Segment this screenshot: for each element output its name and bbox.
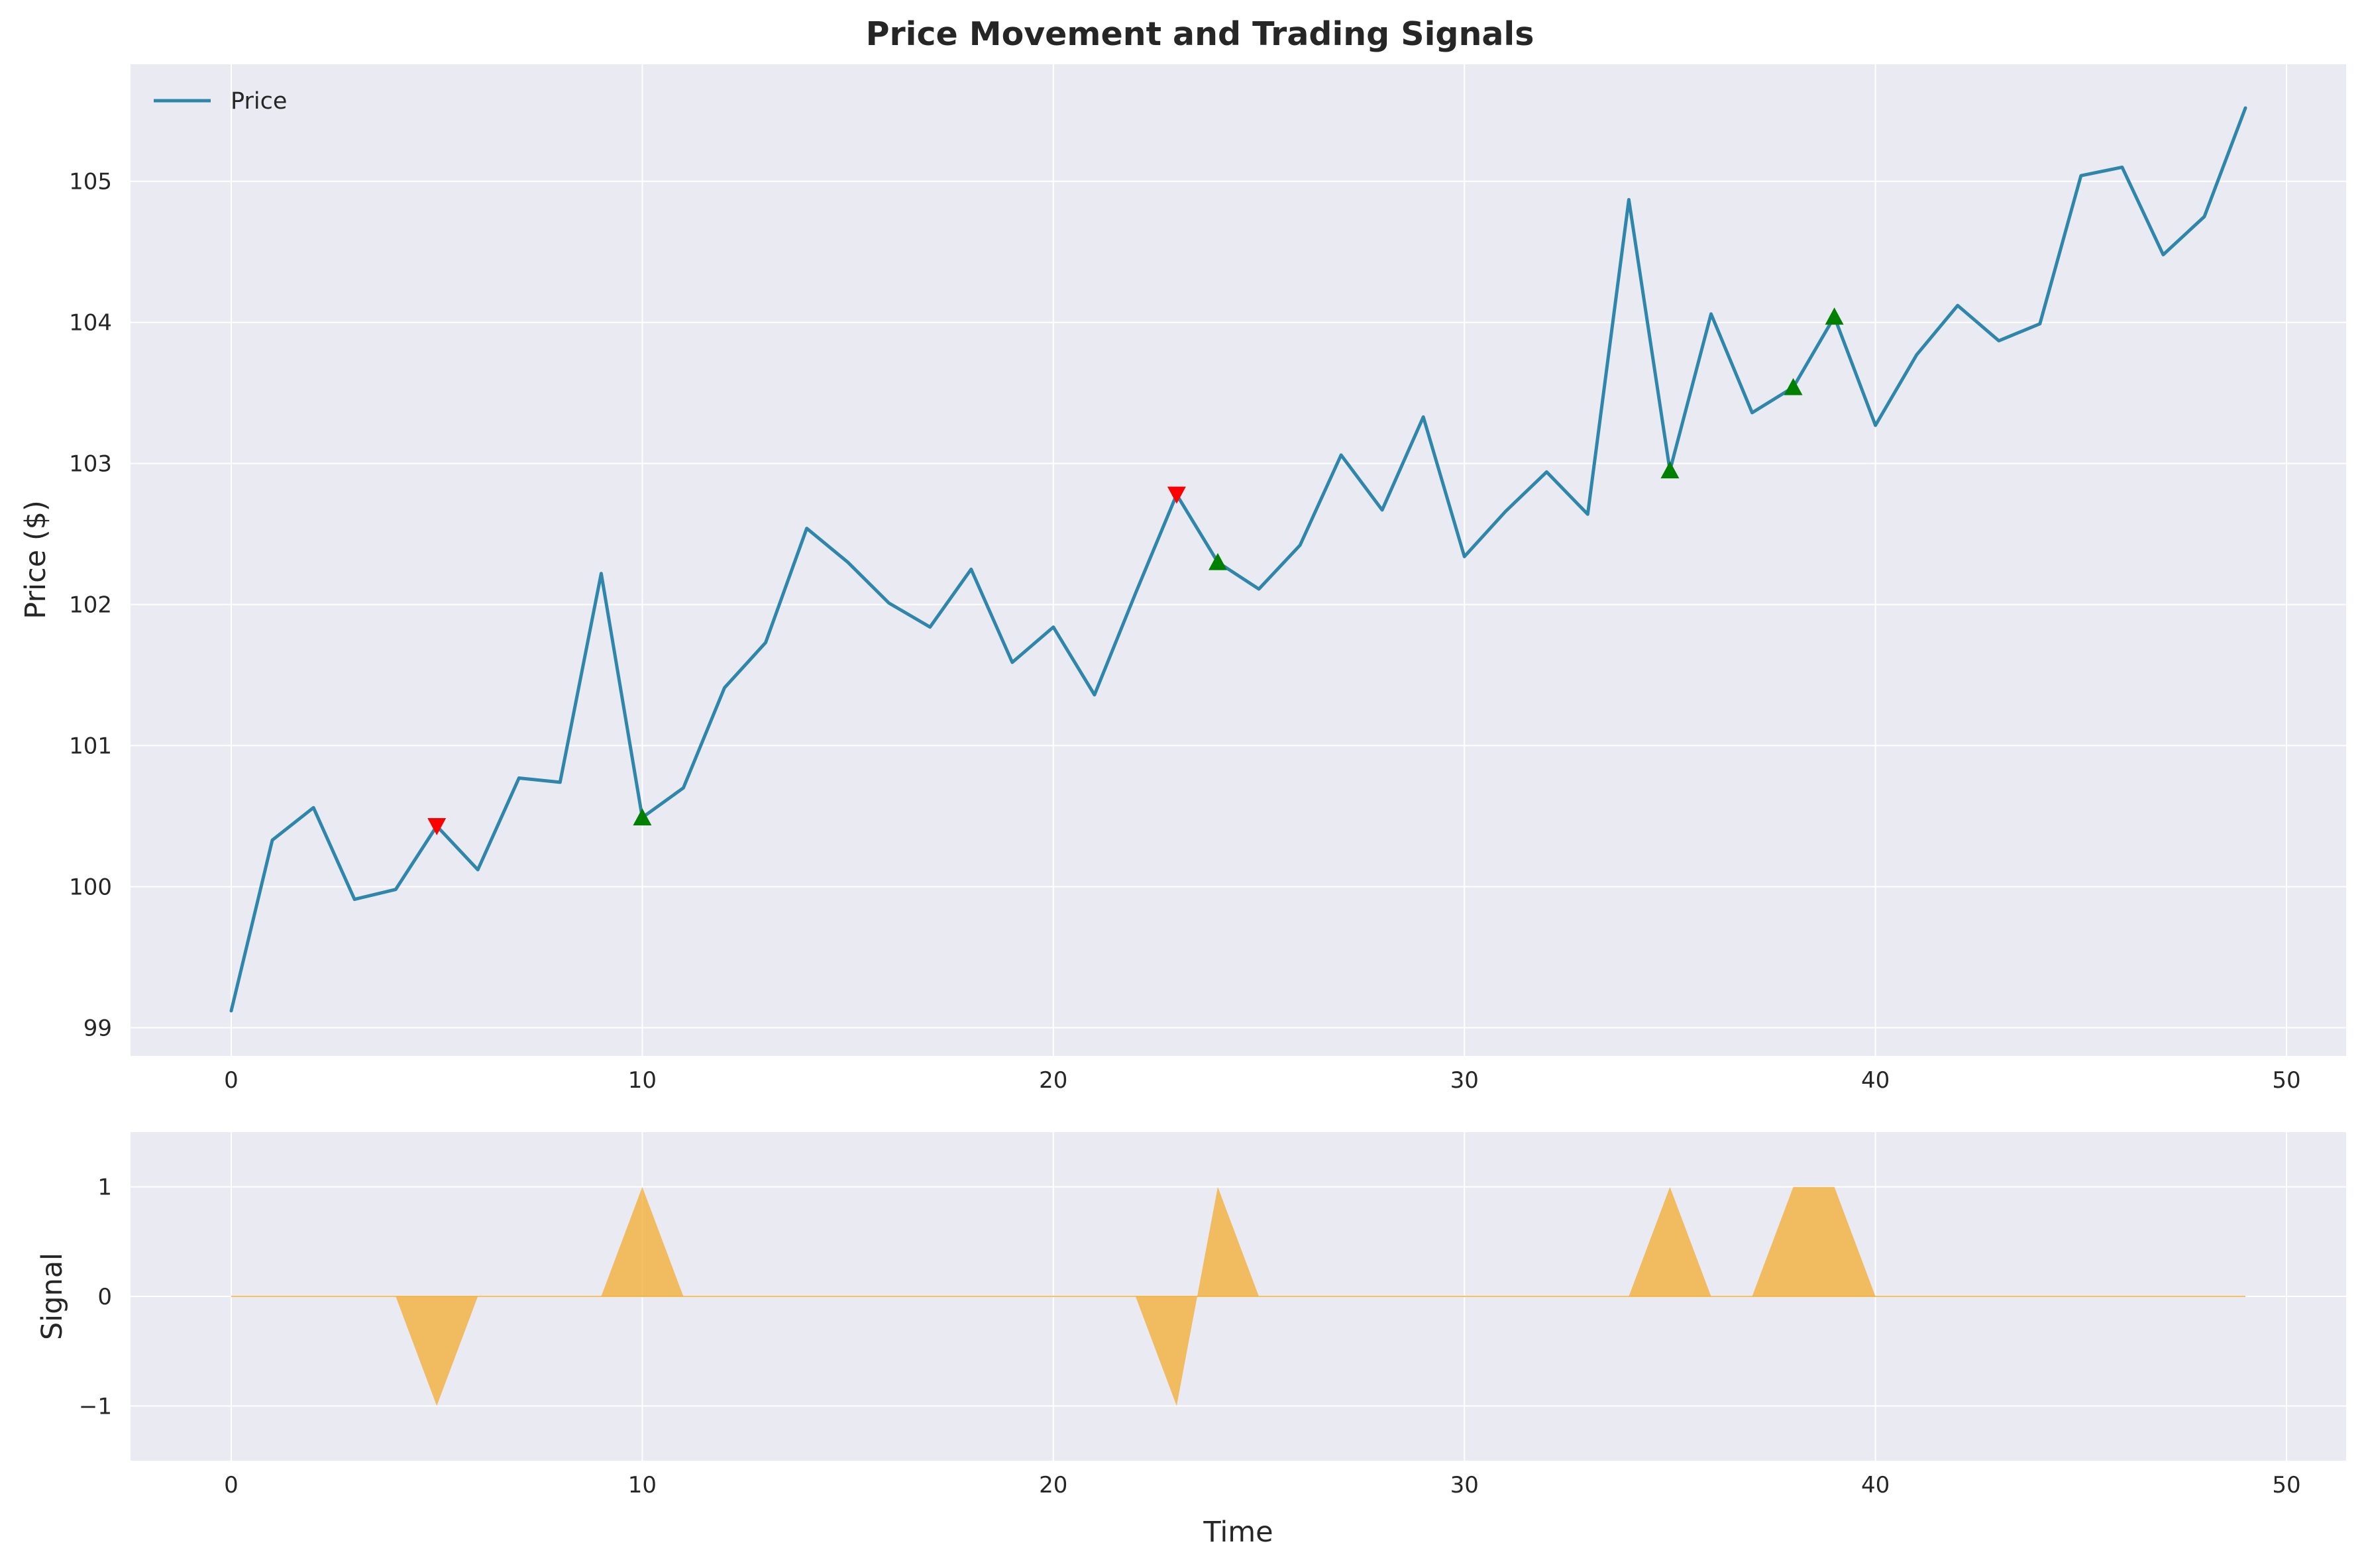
- buy-signal-markers: [633, 307, 1844, 826]
- price-y-tick-label: 101: [69, 733, 112, 760]
- buy-marker: [1784, 378, 1803, 395]
- price-line: [229, 106, 2247, 1013]
- price-y-tick-label: 100: [69, 874, 112, 900]
- price-x-tick-labels: 0 10 20 30 40 50: [224, 1067, 2300, 1094]
- price-y-tick-labels: 99 100 101 102 103 104 105: [69, 169, 112, 1042]
- signal-x-tick-label: 30: [1450, 1472, 1479, 1498]
- signal-x-tick-label: 0: [224, 1472, 239, 1498]
- price-gridlines: [131, 64, 2346, 1056]
- buy-marker: [1208, 552, 1227, 570]
- signal-y-axis-label: Signal: [36, 1253, 69, 1340]
- signal-x-tick-label: 20: [1039, 1472, 1067, 1498]
- buy-marker: [1825, 307, 1844, 325]
- signal-y-tick-label: 0: [97, 1284, 112, 1310]
- price-x-tick-label: 10: [628, 1067, 657, 1094]
- chart-title: Price Movement and Trading Signals: [866, 15, 1534, 53]
- legend: Price: [154, 88, 287, 115]
- price-y-tick-label: 103: [69, 451, 112, 478]
- signal-x-tick-labels: 0 10 20 30 40 50: [224, 1472, 2300, 1498]
- sell-marker: [1167, 486, 1186, 504]
- sell-marker: [427, 818, 447, 835]
- price-panel: 0 10 20 30 40 50 99 100 101 102 103 104 105 Price (…: [19, 64, 2346, 1094]
- signal-y-tick-labels: −1 0 1: [79, 1175, 112, 1420]
- price-x-tick-label: 40: [1861, 1067, 1890, 1094]
- price-y-tick-label: 102: [69, 592, 112, 619]
- price-y-tick-label: 104: [69, 310, 112, 337]
- price-plot-area: [131, 64, 2346, 1056]
- price-x-tick-label: 30: [1450, 1067, 1479, 1094]
- price-x-tick-label: 0: [224, 1067, 239, 1094]
- legend-label-price: Price: [231, 88, 287, 115]
- signal-x-tick-label: 40: [1861, 1472, 1890, 1498]
- price-y-axis-label: Price ($): [19, 500, 52, 619]
- price-y-tick-label: 99: [83, 1015, 112, 1041]
- buy-marker: [1660, 461, 1680, 479]
- signal-x-tick-label: 50: [2272, 1472, 2300, 1498]
- signal-panel: 0 10 20 30 40 50 −1 0 1 Signal Time: [36, 1132, 2346, 1549]
- price-y-tick-label: 105: [69, 169, 112, 195]
- signal-y-tick-label: 1: [97, 1175, 112, 1201]
- signal-x-axis-label: Time: [1203, 1516, 1273, 1549]
- buy-marker: [633, 808, 652, 826]
- price-x-tick-label: 20: [1039, 1067, 1067, 1094]
- signal-y-tick-label: −1: [79, 1393, 112, 1420]
- sell-signal-markers: [427, 486, 1186, 835]
- price-x-tick-label: 50: [2272, 1067, 2300, 1094]
- signal-x-tick-label: 10: [628, 1472, 657, 1498]
